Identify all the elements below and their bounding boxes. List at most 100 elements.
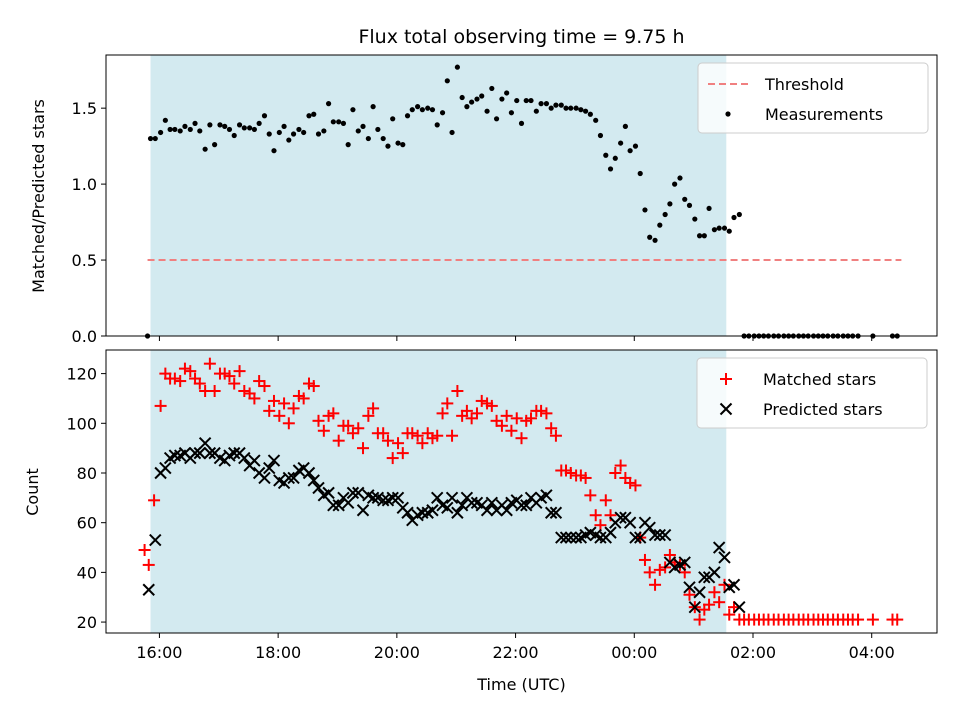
matched-star-point (238, 384, 251, 397)
matched-star-point (327, 407, 340, 420)
matched-star-point (643, 566, 656, 579)
predicted-star-point (287, 471, 300, 485)
matched-star-point (624, 476, 637, 489)
measurement-point (256, 120, 262, 126)
measurement-point (474, 96, 480, 102)
measurement-point (573, 105, 579, 111)
measurement-point (370, 104, 376, 110)
measurement-point (637, 170, 643, 177)
measurement-point (301, 129, 307, 136)
matched-star-point (287, 402, 300, 415)
matched-star-point (203, 357, 216, 370)
measurement-point (731, 214, 737, 221)
bottom-y-axis-label: Count (23, 468, 42, 516)
matched-star-point (584, 489, 597, 502)
measurement-point (409, 107, 415, 113)
predicted-star-point (718, 551, 731, 564)
measurement-point (390, 116, 396, 122)
measurement-point (701, 233, 707, 239)
measurement-point (726, 228, 732, 234)
measurement-point (716, 225, 722, 231)
matched-star-point (178, 362, 191, 375)
x-tick-label: 02:00 (730, 643, 776, 662)
matched-star-point (228, 377, 241, 390)
measurement-point (484, 108, 490, 114)
measurement-point (607, 166, 614, 172)
measurement-point (563, 105, 569, 111)
matched-star-point (406, 427, 419, 440)
legend-matched-swatch (720, 373, 732, 385)
measurement-point (251, 126, 257, 133)
y-tick-label: 60 (77, 514, 97, 533)
measurement-point (677, 175, 683, 181)
matched-star-point (713, 596, 726, 609)
predicted-star-point (327, 499, 340, 512)
measurement-point (652, 237, 658, 243)
measurement-point (593, 117, 599, 123)
top-axes-frame (105, 54, 938, 337)
predicted-star-point (634, 531, 647, 544)
measurement-point (449, 129, 455, 136)
y-tick-label: 0.5 (72, 251, 97, 270)
bottom-x-ticks: 16:00 18:00 20:00 22:00 00:00 02:00 04:00 (136, 633, 895, 662)
predicted-star-point (604, 526, 617, 539)
predicted-star-point (356, 504, 370, 517)
legend-predicted-label: Predicted stars (763, 400, 883, 419)
measurement-point (325, 101, 332, 107)
matched-star-point (248, 392, 261, 405)
matched-star-point (549, 429, 562, 442)
x-tick-label: 00:00 (611, 643, 657, 662)
measurement-point (415, 104, 421, 110)
y-tick-label: 120 (66, 365, 97, 384)
predicted-star-point (540, 489, 553, 502)
measurement-point (736, 211, 742, 218)
measurement-point (152, 135, 158, 142)
matched-star-point (693, 613, 706, 626)
predicted-star-point (564, 531, 577, 544)
predicted-star-point (727, 578, 741, 592)
matched-star-point (515, 432, 528, 445)
predicted-star-point (520, 499, 533, 512)
measurement-point (627, 148, 633, 154)
matched-star-point (386, 452, 399, 465)
measurement-point (212, 142, 218, 148)
predicted-star-point (549, 506, 563, 519)
measurement-point (404, 113, 411, 119)
predicted-star-point (416, 506, 429, 519)
x-tick-label: 18:00 (255, 643, 301, 662)
measurement-point (706, 205, 712, 212)
matched-star-point (441, 397, 454, 410)
matched-star-point (485, 399, 498, 412)
x-tick-label: 20:00 (374, 643, 420, 662)
predicted-star-point (426, 504, 439, 517)
matched-star-point (500, 409, 513, 422)
measurement-point (158, 129, 164, 136)
predicted-star-point (441, 501, 454, 514)
top-panel: 0.0 0.5 1.0 1.5 Flux total observing time =… (29, 26, 938, 346)
measurement-point (434, 122, 440, 128)
measurement-point (662, 211, 668, 218)
bottom-y-ticks: 20 40 60 80 100 120 (66, 365, 106, 632)
matched-star-point (708, 586, 721, 599)
measurement-point (489, 85, 495, 92)
measurement-point (217, 122, 223, 128)
measurement-point (147, 135, 154, 142)
measurement-point (290, 131, 297, 137)
matched-star-point (470, 407, 483, 420)
measurement-point (504, 90, 510, 96)
measurement-point (508, 110, 515, 116)
measurement-point (647, 234, 653, 240)
measurement-point (365, 135, 371, 142)
predicted-star-point (193, 446, 206, 460)
measurement-point (692, 216, 698, 222)
bottom-legend: Matched stars Predicted stars (696, 357, 928, 429)
matched-star-point (377, 427, 390, 440)
measurement-point (350, 107, 356, 113)
matched-star-point (174, 375, 187, 388)
matched-star-point (142, 558, 155, 571)
measurement-point (375, 126, 381, 133)
observing-window-band (150, 350, 727, 633)
measurement-point (222, 123, 228, 129)
predicted-star-point (688, 600, 702, 614)
